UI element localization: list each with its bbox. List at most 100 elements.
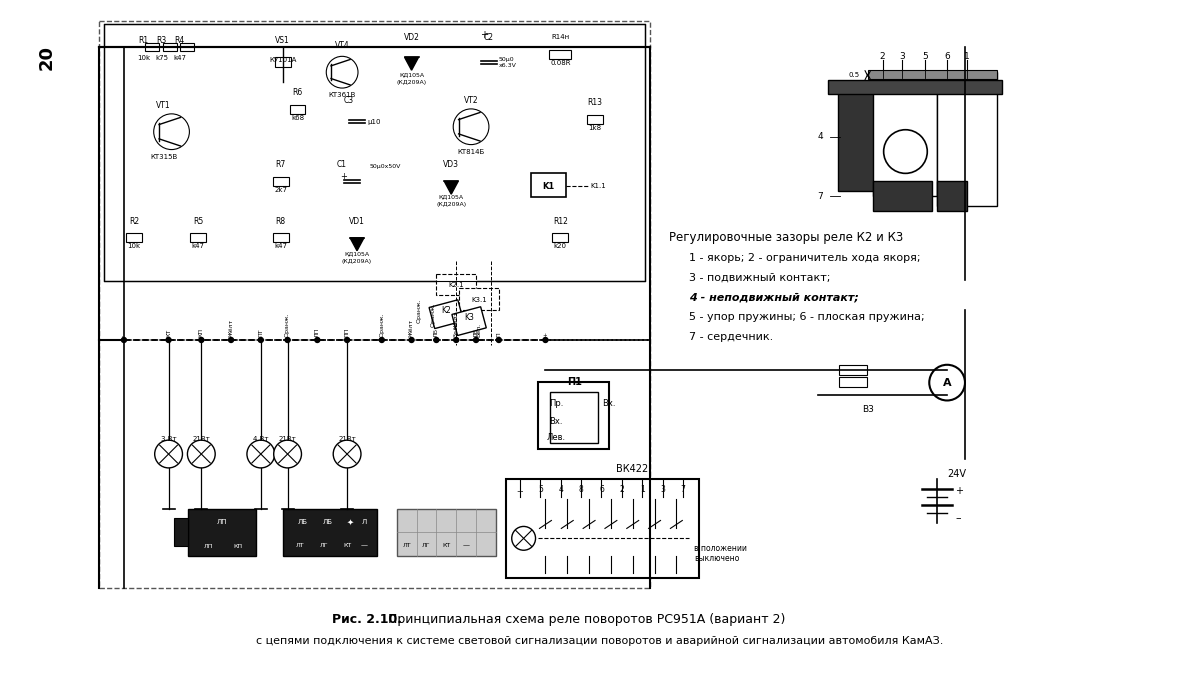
- Text: 0.5: 0.5: [848, 72, 860, 78]
- Circle shape: [379, 338, 384, 342]
- Circle shape: [326, 56, 358, 88]
- Text: +: +: [341, 172, 347, 181]
- Text: с цепями подключения к системе световой сигнализации поворотов и аварийной сигна: с цепями подключения к системе световой …: [257, 637, 943, 647]
- Bar: [937, 182, 967, 211]
- Text: КД105А: КД105А: [439, 194, 463, 199]
- Text: C3: C3: [344, 96, 354, 105]
- Text: Лев.: Лев.: [547, 433, 566, 441]
- Text: Жёлт: Жёлт: [454, 311, 458, 329]
- Bar: [551, 392, 598, 443]
- Circle shape: [314, 338, 320, 342]
- Text: VT4: VT4: [335, 41, 349, 51]
- Text: 4 - неподвижный контакт;: 4 - неподвижный контакт;: [689, 292, 859, 302]
- Text: 50μ0
x6.3V: 50μ0 x6.3V: [499, 57, 517, 68]
- Circle shape: [497, 338, 502, 342]
- Bar: [272, 234, 288, 242]
- Text: КТ361В: КТ361В: [329, 92, 356, 98]
- Text: (КД209А): (КД209А): [342, 259, 372, 264]
- Text: R5: R5: [193, 217, 204, 226]
- Text: 2k7: 2k7: [274, 187, 287, 193]
- Circle shape: [334, 440, 361, 468]
- Text: 5: 5: [923, 52, 928, 61]
- Bar: [868, 70, 997, 79]
- Circle shape: [344, 338, 349, 342]
- Bar: [191, 234, 206, 242]
- Text: ПТ: ПТ: [258, 328, 263, 337]
- Text: 3 - подвижный контакт;: 3 - подвижный контакт;: [689, 273, 830, 283]
- Text: КД105А: КД105А: [344, 250, 370, 256]
- Text: ПП: ПП: [344, 327, 349, 337]
- Text: ВК422: ВК422: [616, 464, 648, 474]
- Text: 2: 2: [619, 485, 624, 494]
- Bar: [188, 508, 256, 556]
- Text: +: +: [955, 486, 964, 495]
- Text: КТ315В: КТ315В: [150, 153, 178, 159]
- Text: ЛБ: ЛБ: [298, 520, 307, 525]
- Text: 5: 5: [538, 485, 542, 494]
- Text: μ10: μ10: [367, 119, 380, 125]
- Circle shape: [228, 338, 234, 342]
- Circle shape: [199, 338, 204, 342]
- Text: C2: C2: [484, 34, 494, 43]
- Text: K2: K2: [442, 306, 451, 315]
- Text: 4 Вт: 4 Вт: [253, 436, 269, 442]
- Text: R13: R13: [588, 98, 602, 107]
- Bar: [937, 72, 997, 206]
- Bar: [550, 50, 571, 59]
- Bar: [505, 479, 700, 578]
- Circle shape: [187, 440, 215, 468]
- Bar: [838, 92, 888, 191]
- Bar: [104, 24, 644, 281]
- Circle shape: [511, 526, 535, 550]
- Text: -: -: [121, 335, 126, 337]
- Bar: [839, 377, 866, 387]
- Circle shape: [258, 338, 263, 342]
- Text: R4: R4: [174, 36, 185, 45]
- Text: VD1: VD1: [349, 217, 365, 226]
- Text: А: А: [943, 377, 952, 387]
- Text: КД105А: КД105А: [400, 72, 424, 77]
- Bar: [275, 57, 290, 68]
- Text: 10k: 10k: [137, 55, 150, 61]
- Text: ЛБ: ЛБ: [323, 520, 332, 525]
- Text: (КД209А): (КД209А): [436, 202, 467, 207]
- Text: 8: 8: [578, 485, 583, 494]
- Text: ЛП: ЛП: [217, 520, 227, 525]
- Text: k20: k20: [554, 243, 566, 249]
- Bar: [452, 306, 486, 335]
- Text: K2.1: K2.1: [449, 282, 464, 288]
- Bar: [460, 288, 499, 310]
- Text: k47: k47: [192, 243, 205, 249]
- Text: 3 Вт: 3 Вт: [161, 436, 176, 442]
- Circle shape: [247, 440, 275, 468]
- Text: –: –: [955, 514, 961, 524]
- Text: 4: 4: [558, 485, 563, 494]
- Circle shape: [155, 440, 182, 468]
- Text: 6: 6: [599, 485, 604, 494]
- Text: Оранж.: Оранж.: [431, 303, 436, 327]
- Text: k47: k47: [274, 243, 287, 249]
- Text: 1k8: 1k8: [588, 126, 601, 131]
- Circle shape: [121, 338, 126, 342]
- Text: 5 - упор пружины; 6 - плоская пружина;: 5 - упор пружины; 6 - плоская пружина;: [689, 313, 925, 322]
- Text: 20: 20: [37, 45, 55, 70]
- Bar: [163, 43, 176, 51]
- Text: 6: 6: [944, 52, 950, 61]
- Text: (КД209А): (КД209А): [396, 80, 427, 85]
- Text: K1: K1: [542, 182, 554, 191]
- Text: R6: R6: [293, 88, 302, 97]
- Circle shape: [154, 114, 190, 150]
- Circle shape: [434, 338, 439, 342]
- Text: 1: 1: [964, 52, 970, 61]
- Text: КТ814Б: КТ814Б: [457, 148, 485, 155]
- Text: k68: k68: [290, 115, 304, 122]
- Text: ЛГ: ЛГ: [422, 543, 431, 548]
- Circle shape: [883, 130, 928, 173]
- Text: П1: П1: [566, 377, 582, 387]
- Text: Регулировочные зазоры реле К2 и К3: Регулировочные зазоры реле К2 и К3: [670, 231, 904, 244]
- Text: 3: 3: [660, 485, 665, 494]
- Text: в положении
выключено: в положении выключено: [695, 543, 748, 563]
- Text: ЛБ: ЛБ: [474, 328, 479, 337]
- Text: R2: R2: [128, 217, 139, 226]
- Circle shape: [166, 338, 172, 342]
